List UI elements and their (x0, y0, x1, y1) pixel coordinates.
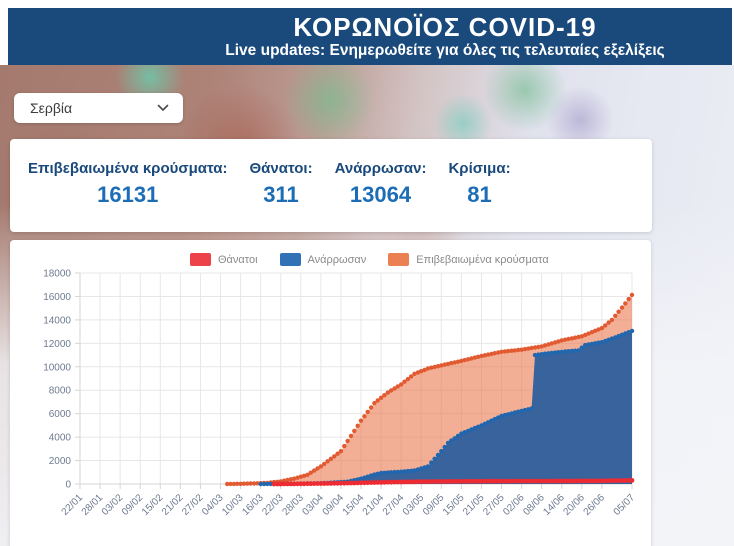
svg-text:04/03: 04/03 (200, 492, 226, 518)
svg-text:4000: 4000 (49, 433, 72, 444)
page-title: ΚΟΡΩΝΟΪΟΣ COVID-19 (293, 12, 597, 42)
stat-confirmed-label: Επιβεβαιωμένα κρούσματα: (28, 160, 228, 177)
svg-text:15/04: 15/04 (341, 492, 367, 518)
svg-text:18000: 18000 (43, 269, 71, 280)
svg-text:6000: 6000 (49, 409, 72, 420)
svg-text:02/06: 02/06 (501, 492, 527, 518)
svg-text:27/04: 27/04 (381, 492, 407, 518)
chart-legend: Θάνατοι Ανάρρωσαν Επιβεβαιωμένα κρούσματ… (190, 253, 549, 266)
svg-text:12000: 12000 (43, 339, 71, 350)
legend-item-confirmed[interactable]: Επιβεβαιωμένα κρούσματα (388, 253, 549, 266)
svg-text:14000: 14000 (43, 315, 71, 326)
stat-critical: Κρίσιμα: 81 (448, 160, 510, 208)
header: ΚΟΡΩΝΟΪΟΣ COVID-19 Live updates: Ενημερω… (8, 8, 732, 65)
svg-text:26/06: 26/06 (582, 492, 608, 518)
chart-card: Θάνατοι Ανάρρωσαν Επιβεβαιωμένα κρούσματ… (10, 240, 651, 546)
covid-cumulative-chart[interactable]: 0 2000 4000 6000 8000 10000 12000 14000 16000 180… (10, 240, 651, 546)
svg-text:10/03: 10/03 (220, 492, 246, 518)
svg-text:10000: 10000 (43, 362, 71, 373)
svg-text:16000: 16000 (43, 292, 71, 303)
svg-text:09/02: 09/02 (120, 492, 146, 518)
svg-text:27/05: 27/05 (481, 492, 507, 518)
stat-confirmed-value: 16131 (97, 182, 159, 207)
legend-item-deaths[interactable]: Θάνατοι (190, 253, 258, 266)
legend-swatch-recovered (279, 253, 301, 266)
svg-text:14/06: 14/06 (541, 492, 567, 518)
svg-text:05/07: 05/07 (612, 492, 638, 518)
legend-label-deaths: Θάνατοι (218, 253, 258, 266)
svg-text:8000: 8000 (49, 386, 72, 397)
stat-recovered: Ανάρρωσαν: 13064 (335, 160, 427, 208)
svg-text:03/02: 03/02 (100, 492, 126, 518)
svg-text:21/04: 21/04 (361, 492, 387, 518)
svg-text:16/03: 16/03 (240, 492, 266, 518)
svg-text:0: 0 (65, 480, 71, 491)
svg-text:15/05: 15/05 (441, 492, 467, 518)
legend-item-recovered[interactable]: Ανάρρωσαν (279, 253, 367, 266)
svg-text:22/03: 22/03 (260, 492, 286, 518)
stats-card: Επιβεβαιωμένα κρούσματα: 16131 Θάνατοι: … (10, 139, 652, 232)
svg-text:09/05: 09/05 (421, 492, 447, 518)
stat-critical-value: 81 (467, 182, 492, 207)
legend-label-recovered: Ανάρρωσαν (307, 253, 367, 266)
svg-text:21/05: 21/05 (461, 492, 487, 518)
stat-deaths: Θάνατοι: 311 (250, 160, 313, 208)
svg-text:28/01: 28/01 (80, 492, 106, 518)
country-select[interactable]: Σερβία (14, 93, 183, 123)
stat-critical-label: Κρίσιμα: (448, 160, 511, 177)
svg-text:03/05: 03/05 (401, 492, 427, 518)
legend-label-confirmed: Επιβεβαιωμένα κρούσματα (416, 253, 549, 266)
country-select-value: Σερβία (30, 100, 73, 116)
legend-swatch-deaths (190, 253, 211, 266)
chevron-down-icon (157, 104, 169, 112)
svg-text:21/02: 21/02 (160, 492, 186, 518)
svg-text:08/06: 08/06 (521, 492, 547, 518)
legend-swatch-confirmed (388, 253, 410, 266)
stat-deaths-value: 311 (263, 182, 299, 207)
svg-text:03/04: 03/04 (301, 492, 327, 518)
stat-recovered-label: Ανάρρωσαν: (334, 160, 427, 177)
stat-deaths-label: Θάνατοι: (249, 160, 313, 177)
svg-text:09/04: 09/04 (321, 492, 347, 518)
svg-text:20/06: 20/06 (561, 492, 587, 518)
svg-text:15/02: 15/02 (140, 492, 166, 518)
svg-text:2000: 2000 (49, 456, 72, 467)
svg-text:22/01: 22/01 (60, 492, 86, 518)
stat-recovered-value: 13064 (349, 182, 412, 207)
page-subtitle: Live updates: Ενημερωθείτε για όλες τις … (225, 42, 665, 59)
svg-text:27/02: 27/02 (180, 492, 206, 518)
stat-confirmed: Επιβεβαιωμένα κρούσματα: 16131 (28, 160, 228, 208)
svg-text:28/03: 28/03 (280, 492, 306, 518)
